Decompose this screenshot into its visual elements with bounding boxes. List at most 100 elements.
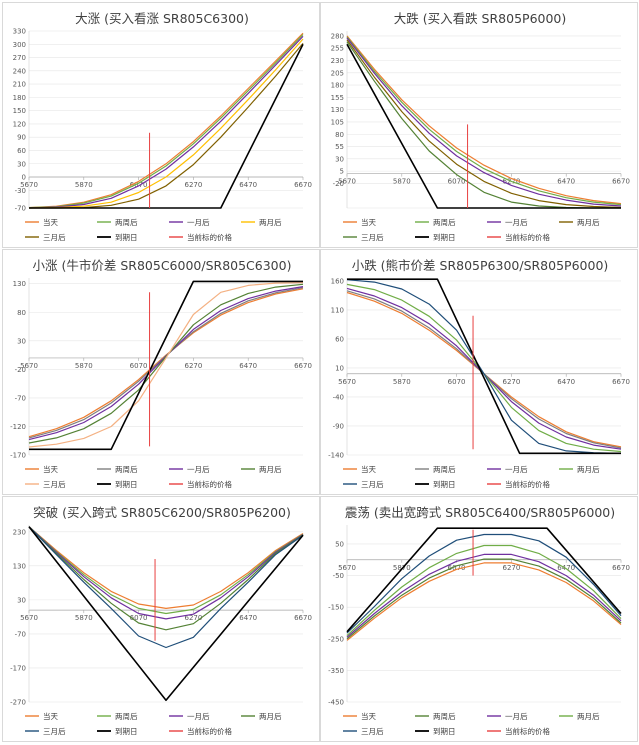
legend-label: 当天 <box>43 464 58 474</box>
chart-panel-small-rise: 小涨 (牛市价差 SR805C6000/SR805C6300) 130 80 30 -… <box>2 249 320 495</box>
x-tick-label: 5670 <box>20 362 38 370</box>
series-line <box>28 287 304 439</box>
chart-title: 震荡 (卖出宽跨式 SR805C6400/SR805P6000) <box>344 505 616 520</box>
x-tick-label: 5670 <box>338 564 356 572</box>
y-tick-label: -170 <box>10 452 26 460</box>
x-tick-label: 6070 <box>130 614 148 622</box>
x-tick-label: 5870 <box>393 178 411 186</box>
series-line <box>28 526 304 615</box>
x-tick-label: 6670 <box>612 564 630 572</box>
y-tick-label: 0 <box>22 174 26 182</box>
legend-label: 两周后 <box>115 711 138 721</box>
x-tick-label: 5870 <box>75 362 93 370</box>
y-tick-label: 10 <box>335 364 344 372</box>
y-tick-label: -140 <box>328 452 344 460</box>
x-tick-label: 6670 <box>294 362 312 370</box>
x-tick-label: 5870 <box>75 614 93 622</box>
y-tick-label: -90 <box>333 422 344 430</box>
chart-svg: 230 130 30 -70 -170 -270 5670 5870 6070 6270 6470 6… <box>10 525 312 736</box>
y-tick-label: 60 <box>17 147 26 155</box>
legend-label: 当天 <box>361 711 376 721</box>
y-tick-label: -40 <box>333 393 344 401</box>
y-tick-label: 270 <box>13 54 26 62</box>
y-tick-label: 105 <box>331 118 344 126</box>
y-tick-label: -450 <box>328 699 344 707</box>
legend-label: 一月后 <box>187 217 210 227</box>
legend-label: 两周后 <box>433 217 456 227</box>
x-tick-label: 6070 <box>448 378 466 386</box>
legend-label: 三月后 <box>43 726 66 736</box>
chart-svg: 160 110 60 10 -40 -90 -140 5670 5870 6070 6270 6470… <box>328 277 630 489</box>
x-tick-label: 6270 <box>184 362 202 370</box>
y-tick-label: 30 <box>17 596 26 604</box>
series-line <box>28 34 304 209</box>
series-line <box>28 288 304 438</box>
chart-panel-range: 震荡 (卖出宽跨式 SR805C6400/SR805P6000) 50 -50 -1… <box>320 496 638 742</box>
chart-title: 小跌 (熊市价差 SR805P6300/SR805P6000) <box>351 258 609 273</box>
x-tick-label: 6070 <box>130 362 148 370</box>
y-tick-label: 80 <box>335 131 344 139</box>
chart-svg: 130 80 30 -20 -70 -120 -170 5670 5870 6070 6270 647… <box>10 278 312 489</box>
y-tick-label: -20 <box>15 366 26 374</box>
chart-panel-small-fall: 小跌 (熊市价差 SR805P6300/SR805P6000) 160 110 60… <box>320 249 638 495</box>
series-line <box>28 35 304 209</box>
legend-label: 两周后 <box>433 711 456 721</box>
x-tick-label: 6070 <box>448 178 466 186</box>
y-tick-label: 30 <box>17 160 26 168</box>
series-line <box>28 526 304 702</box>
x-tick-label: 6670 <box>294 614 312 622</box>
legend-label: 两月后 <box>259 217 282 227</box>
y-tick-label: 130 <box>13 562 26 570</box>
series-line <box>29 43 304 209</box>
x-tick-label: 6070 <box>448 564 466 572</box>
legend-label: 当前标的价格 <box>505 232 550 242</box>
y-tick-label: -250 <box>328 635 344 643</box>
x-tick-label: 6270 <box>502 378 520 386</box>
legend-label: 到期日 <box>433 233 456 242</box>
legend-label: 两月后 <box>259 711 282 721</box>
legend-label: 一月后 <box>505 217 528 227</box>
legend-label: 一月后 <box>187 464 210 474</box>
series-line <box>28 526 304 620</box>
y-tick-label: 130 <box>331 106 344 114</box>
x-tick-label: 6670 <box>294 181 312 189</box>
series-line <box>346 279 622 454</box>
series-line <box>346 544 622 637</box>
y-tick-label: -70 <box>15 205 26 213</box>
series-line <box>28 526 304 610</box>
x-tick-label: 6470 <box>557 378 575 386</box>
series-line <box>28 283 304 444</box>
y-tick-label: 230 <box>13 528 26 536</box>
legend-label: 一月后 <box>505 711 528 721</box>
y-tick-label: 120 <box>13 120 26 128</box>
legend-label: 当天 <box>43 711 58 721</box>
x-tick-label: 6670 <box>612 178 630 186</box>
series-line <box>346 291 622 448</box>
legend-label: 两月后 <box>259 464 282 474</box>
y-tick-label: 255 <box>331 45 344 53</box>
legend-label: 当前标的价格 <box>187 232 232 242</box>
x-tick-label: 5670 <box>20 614 38 622</box>
y-tick-label: -350 <box>328 667 344 675</box>
series-line <box>28 526 304 631</box>
series-line <box>346 35 622 205</box>
y-tick-label: 55 <box>335 143 344 151</box>
y-tick-label: 180 <box>13 94 26 102</box>
series-line <box>28 32 304 209</box>
legend-label: 两月后 <box>577 464 600 474</box>
chart-panel-big-rise: 大涨 (买入看涨 SR805C6300) 330 300 270 240 210 180 1… <box>2 2 320 248</box>
y-tick-label: 50 <box>335 540 344 548</box>
x-tick-label: 6270 <box>184 614 202 622</box>
y-tick-label: 90 <box>17 134 26 142</box>
series-line <box>346 290 622 449</box>
series-line <box>29 280 303 451</box>
legend-label: 两周后 <box>433 464 456 474</box>
legend-label: 三月后 <box>43 232 66 242</box>
x-tick-label: 5870 <box>393 564 411 572</box>
series-line <box>346 43 621 209</box>
y-tick-label: 30 <box>17 337 26 345</box>
y-tick-label: 230 <box>331 57 344 65</box>
legend-label: 两月后 <box>577 711 600 721</box>
